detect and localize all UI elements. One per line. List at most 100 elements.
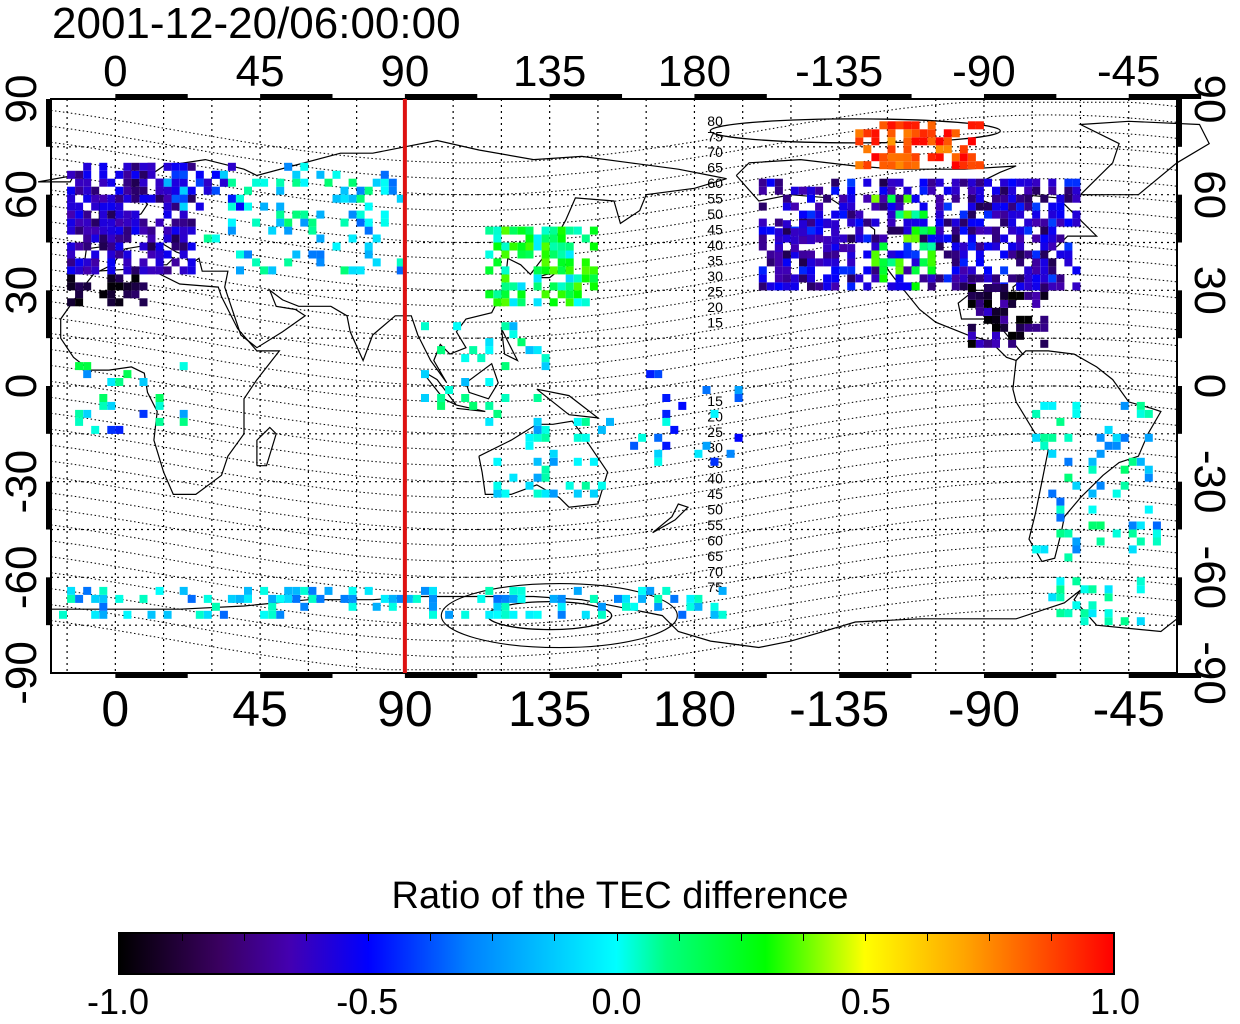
tec-cell xyxy=(67,266,76,275)
axis-strip xyxy=(1128,94,1202,99)
tec-cell xyxy=(815,210,824,219)
tec-cell xyxy=(99,602,108,611)
coastline xyxy=(652,503,690,534)
tec-cell xyxy=(782,266,791,275)
tec-cell xyxy=(1096,449,1105,458)
tec-cell xyxy=(501,274,510,283)
tec-cell xyxy=(83,242,92,251)
tec-cell xyxy=(236,594,244,603)
tec-cell xyxy=(1088,601,1097,610)
tec-cell xyxy=(155,258,164,267)
tec-cell xyxy=(831,228,840,237)
tec-cell xyxy=(951,258,960,267)
tec-cell xyxy=(919,186,928,195)
tec-cell xyxy=(943,234,952,243)
tec-cell xyxy=(967,291,976,300)
tec-cell xyxy=(163,186,172,195)
tec-cell xyxy=(927,258,936,267)
tec-cell xyxy=(364,226,373,235)
tec-cell xyxy=(276,594,285,603)
tec-cell xyxy=(139,170,148,179)
tec-cell xyxy=(525,481,534,490)
tec-cell xyxy=(372,178,381,187)
tec-cell xyxy=(887,145,896,154)
tec-cell xyxy=(493,610,502,619)
tec-cell xyxy=(807,210,815,219)
x-tick-label-bottom: 45 xyxy=(232,681,288,737)
tec-cell xyxy=(1024,226,1033,235)
tec-cell xyxy=(203,186,212,195)
tec-cell xyxy=(308,586,317,595)
tec-cell xyxy=(1008,331,1017,340)
tec-cell xyxy=(589,242,598,251)
tec-cell xyxy=(324,586,333,595)
tec-cell xyxy=(871,250,880,259)
y-tick-label-left: -30 xyxy=(0,450,46,514)
tec-cell xyxy=(260,610,269,619)
tec-cell xyxy=(139,409,148,418)
tec-cell xyxy=(782,226,791,235)
tec-cell xyxy=(163,194,172,203)
tec-cell xyxy=(1112,441,1121,450)
tec-cell xyxy=(815,282,824,291)
tec-cell xyxy=(807,274,815,283)
tec-cell xyxy=(1152,529,1161,538)
tec-cell xyxy=(75,226,84,235)
contour-label: 40 xyxy=(707,237,723,253)
tec-cell xyxy=(300,602,309,611)
tec-cell xyxy=(115,210,124,219)
tec-cell xyxy=(388,594,397,603)
tec-cell xyxy=(1016,178,1025,187)
tec-cell xyxy=(429,610,437,619)
tec-cell xyxy=(1040,441,1049,450)
tec-cell xyxy=(107,290,116,299)
tec-cell xyxy=(855,218,864,227)
colorbar-tick xyxy=(306,934,308,941)
tec-cell xyxy=(992,339,1000,348)
tec-cell xyxy=(179,170,188,179)
tec-cell xyxy=(75,170,84,179)
tec-cell xyxy=(967,153,976,162)
tec-cell xyxy=(975,307,984,316)
tec-cell xyxy=(1128,457,1137,466)
tec-cell xyxy=(1000,307,1009,316)
tec-cell xyxy=(1088,489,1097,498)
colorbar-tick xyxy=(616,934,618,941)
tec-cell xyxy=(1000,186,1009,195)
tec-cell xyxy=(766,250,775,259)
x-tick-label-bottom: 90 xyxy=(377,681,433,737)
tec-cell xyxy=(919,178,928,187)
tec-cell xyxy=(951,194,960,203)
tec-cell xyxy=(887,210,896,219)
tec-cell xyxy=(1088,465,1097,474)
tec-cell xyxy=(549,298,558,307)
tec-cell xyxy=(107,242,116,251)
colorbar-tick-label: -0.5 xyxy=(336,981,399,1022)
tec-cell xyxy=(485,338,494,347)
tec-cell xyxy=(847,194,856,203)
tec-cell xyxy=(565,226,574,235)
tec-cell xyxy=(123,194,132,203)
tec-cell xyxy=(911,250,920,259)
tec-cell xyxy=(774,274,783,283)
tec-cell xyxy=(863,178,872,187)
tec-cell xyxy=(710,409,719,418)
tec-cell xyxy=(847,234,856,243)
tec-cell xyxy=(807,194,815,203)
x-tick-label-top: 180 xyxy=(658,47,731,96)
contour-label: 50 xyxy=(707,502,723,518)
tec-cell xyxy=(1048,274,1057,283)
tec-cell xyxy=(99,586,108,595)
tec-cell xyxy=(1008,194,1017,203)
tec-cell xyxy=(1040,339,1049,348)
tec-cell xyxy=(67,282,76,291)
tec-cell xyxy=(236,266,244,275)
tec-cell xyxy=(227,226,236,235)
tec-cell xyxy=(935,145,944,154)
tec-cell xyxy=(1032,282,1041,291)
axis-strip xyxy=(46,481,51,530)
tec-cell xyxy=(115,425,124,434)
tec-cell xyxy=(951,218,960,227)
tec-cell xyxy=(581,433,590,442)
tec-cell xyxy=(91,194,100,203)
